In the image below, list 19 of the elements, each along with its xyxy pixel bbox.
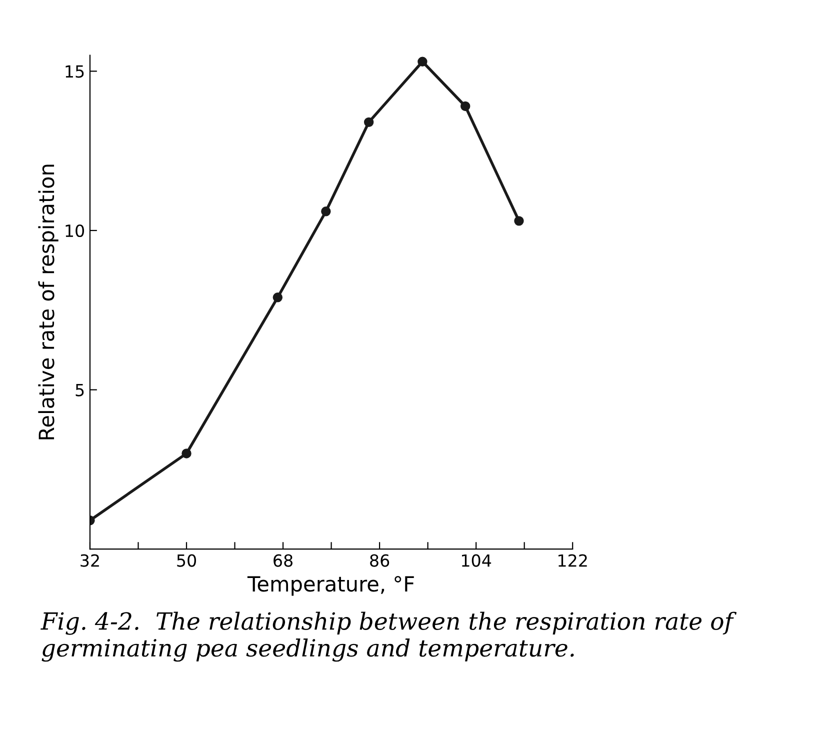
point <box>514 216 524 226</box>
point <box>272 292 283 302</box>
point <box>364 117 374 128</box>
x-tick-label: 50 <box>177 554 196 567</box>
point <box>460 101 470 112</box>
point <box>418 56 428 67</box>
point <box>182 448 192 458</box>
x-tick-label: 86 <box>370 554 390 567</box>
y-tick-label: 15 <box>66 65 84 78</box>
y-axis-title: Relative rate of respiration <box>38 164 58 440</box>
y-tick-label: 5 <box>76 384 84 396</box>
x-tick-label: 104 <box>462 554 492 567</box>
caption: Fig. 4-2. The relationship between the respiration rate of germinating pea seedlings and temperature. <box>40 612 737 662</box>
x-tick-label: 32 <box>80 554 99 567</box>
x-tick-label: 122 <box>558 554 587 567</box>
x-axis-title: Temperature, °F <box>247 576 414 596</box>
point <box>321 206 331 216</box>
y-tick-label: 10 <box>66 224 84 238</box>
x-tick-label: 68 <box>274 554 292 567</box>
